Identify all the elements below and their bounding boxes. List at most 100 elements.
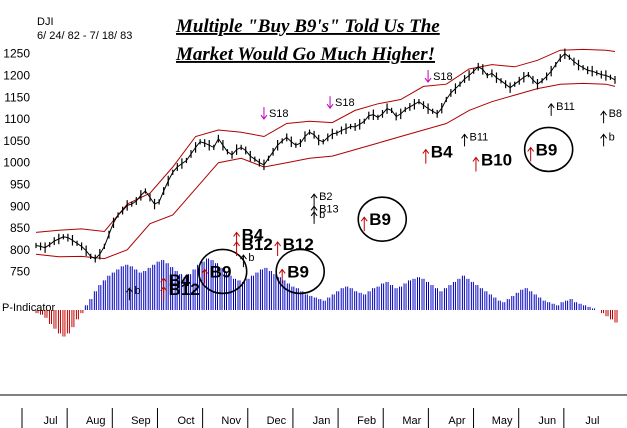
up-arrow-icon <box>547 103 555 116</box>
down-arrow-icon <box>326 96 334 110</box>
y-tick-label: 750 <box>10 265 30 279</box>
up-arrow-icon <box>360 216 368 232</box>
signal-b12: B12 <box>274 235 314 257</box>
up-arrow-icon <box>600 110 608 124</box>
band-line <box>35 82 616 260</box>
signal-label: B11 <box>470 131 489 143</box>
signal-circle <box>357 196 408 242</box>
signal-label: B13 <box>319 203 339 215</box>
signal-label: B12 <box>283 235 314 254</box>
signal-label: B4 <box>169 271 191 290</box>
signal-label: S18 <box>335 97 355 109</box>
y-tick-label: 950 <box>10 177 30 191</box>
down-arrow-icon <box>424 70 432 83</box>
y-tick-label: 1000 <box>3 156 30 170</box>
month-label: Feb <box>357 415 376 427</box>
month-label: Nov <box>221 415 241 427</box>
price-line <box>35 53 616 260</box>
up-arrow-icon <box>160 286 168 301</box>
date-range: 6/ 24/ 82 - 7/ 18/ 83 <box>37 30 132 42</box>
signal-b2: B2 <box>310 191 333 207</box>
signal-b4: B4 <box>233 225 264 247</box>
up-arrow-icon <box>274 241 282 257</box>
month-label: Apr <box>448 415 465 427</box>
signal-circle <box>523 126 574 173</box>
month-label: Jul <box>44 415 58 427</box>
signal-b9: B9 <box>523 126 574 173</box>
month-label: Jan <box>313 415 331 427</box>
signal-circle <box>275 248 325 295</box>
x-axis-months: Jul Aug Sep Oct Nov Dec Jan Feb Mar Apr May Jun Jul <box>21 408 599 428</box>
month-label: Aug <box>86 415 106 427</box>
up-arrow-icon <box>527 146 535 162</box>
y-axis: 1250 1200 1150 1100 1050 1000 950 900 850 800 750 <box>3 47 30 279</box>
p-indicator-histogram <box>35 258 618 337</box>
signal-circle <box>197 248 248 295</box>
price-bands <box>35 48 616 260</box>
signal-label: B9 <box>287 262 309 281</box>
signal-label: B9 <box>536 140 558 159</box>
month-label: Sep <box>131 415 151 427</box>
signal-b9: B9 <box>275 248 325 295</box>
up-arrow-icon <box>126 287 133 301</box>
signal-b8: B8 <box>600 108 622 124</box>
y-tick-label: 800 <box>10 243 30 257</box>
signal-s18: S18 <box>424 70 453 83</box>
y-tick-label: 1050 <box>3 134 30 148</box>
signal-label: b <box>248 252 254 264</box>
signal-b9: B9 <box>357 196 408 242</box>
up-arrow-icon <box>233 241 240 257</box>
signal-label: B12 <box>242 235 273 254</box>
month-label: Dec <box>267 415 287 427</box>
signal-label: S18 <box>269 108 289 120</box>
signal-b11: B11 <box>461 131 489 147</box>
y-tick-label: 1250 <box>3 47 30 61</box>
month-label: Oct <box>177 415 194 427</box>
up-arrow-icon <box>201 268 209 284</box>
signal-label: B9 <box>210 262 232 281</box>
signal-label: B12 <box>169 280 200 299</box>
y-tick-label: 1100 <box>4 112 30 126</box>
signal-label: B4 <box>431 143 453 162</box>
signal-label: B10 <box>481 150 512 169</box>
up-arrow-icon <box>422 148 430 164</box>
up-arrow-icon <box>310 193 318 207</box>
signal-label: B4 <box>242 225 264 244</box>
y-tick-label: 900 <box>10 199 30 213</box>
y-tick-label: 1200 <box>3 69 30 83</box>
chart-title-line1: Multiple "Buy B9's" Told Us The <box>175 16 440 37</box>
signal-label: b <box>609 131 615 143</box>
signal-b: b <box>600 131 615 147</box>
index-name: DJI <box>37 16 54 28</box>
chart-title-line2: Market Would Go Much Higher! <box>175 44 435 65</box>
signal-label: B8 <box>609 108 622 120</box>
signal-b12: B12 <box>160 280 200 301</box>
up-arrow-icon <box>310 211 318 224</box>
up-arrow-icon <box>278 268 286 284</box>
month-label: Jul <box>585 415 599 427</box>
signal-label: b <box>319 209 325 221</box>
signal-b: b <box>126 285 141 301</box>
signal-b9: B9 <box>197 248 248 295</box>
signal-label: B9 <box>369 210 391 229</box>
p-indicator-label: P-Indicator <box>2 302 56 314</box>
signal-b4: B4 <box>422 143 453 164</box>
signal-label: B2 <box>319 191 332 203</box>
signal-b11: B11 <box>547 101 575 116</box>
signal-b: b <box>310 209 325 224</box>
signal-label: b <box>134 285 140 297</box>
month-label: Mar <box>402 415 421 427</box>
price-series <box>35 48 616 263</box>
up-arrow-icon <box>472 156 480 172</box>
y-tick-label: 850 <box>10 221 30 235</box>
up-arrow-icon <box>240 254 247 268</box>
month-label: May <box>492 415 513 427</box>
signal-s18: S18 <box>260 107 289 120</box>
band-line <box>35 48 616 233</box>
down-arrow-icon <box>260 107 268 120</box>
up-arrow-icon <box>461 133 468 147</box>
month-label: Jun <box>538 415 556 427</box>
signal-b12: B12 <box>233 235 273 257</box>
